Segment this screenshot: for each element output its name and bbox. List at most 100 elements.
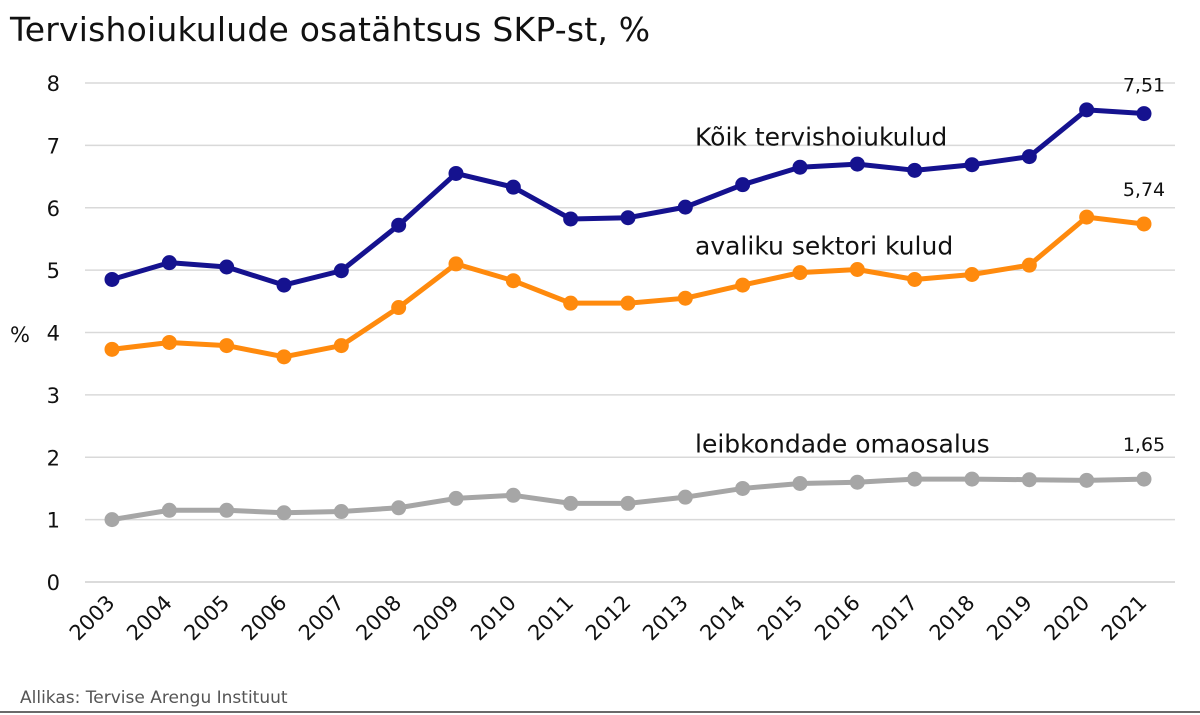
x-tick-label: 2008 bbox=[351, 591, 406, 646]
data-point bbox=[907, 162, 923, 178]
data-point bbox=[391, 500, 407, 516]
data-point bbox=[505, 273, 521, 289]
series-line-2 bbox=[109, 214, 1147, 360]
x-tick-label: 2007 bbox=[294, 591, 349, 646]
series-labels: Kõik tervishoiukulud avaliku sektori kulu… bbox=[695, 75, 1165, 459]
data-point bbox=[792, 475, 808, 491]
data-point bbox=[964, 471, 980, 487]
data-point bbox=[219, 502, 235, 518]
end-value-label: 5,74 bbox=[1123, 179, 1165, 201]
y-tick-label: 0 bbox=[47, 571, 60, 595]
data-point bbox=[391, 217, 407, 233]
data-point bbox=[219, 338, 235, 354]
data-point bbox=[735, 177, 751, 193]
x-tick-label: 2018 bbox=[925, 591, 980, 646]
x-tick-label: 2016 bbox=[810, 591, 865, 646]
data-point bbox=[1136, 216, 1152, 232]
data-point bbox=[792, 265, 808, 281]
data-point bbox=[333, 504, 349, 520]
y-tick-label: 5 bbox=[47, 259, 60, 283]
data-point bbox=[1136, 106, 1152, 122]
data-point bbox=[276, 505, 292, 521]
x-tick-label: 2004 bbox=[122, 591, 177, 646]
x-tick-label: 2015 bbox=[753, 591, 808, 646]
data-point bbox=[161, 502, 177, 518]
y-axis-label: % bbox=[10, 323, 30, 347]
y-tick-label: 8 bbox=[47, 72, 60, 96]
data-point bbox=[563, 495, 579, 511]
data-point bbox=[735, 277, 751, 293]
x-tick-label: 2011 bbox=[523, 591, 578, 646]
data-point bbox=[677, 199, 693, 215]
data-point bbox=[964, 157, 980, 173]
y-tick-label: 6 bbox=[47, 197, 60, 221]
x-tick-label: 2012 bbox=[581, 591, 636, 646]
data-point bbox=[505, 487, 521, 503]
data-point bbox=[104, 341, 120, 357]
data-point bbox=[964, 266, 980, 282]
gridlines bbox=[85, 82, 1175, 521]
series-name-label: Kõik tervishoiukulud bbox=[695, 122, 947, 151]
series-name-label: leibkondade omaosalus bbox=[695, 429, 990, 458]
data-point bbox=[620, 295, 636, 311]
data-point bbox=[333, 338, 349, 354]
x-tick-label: 2005 bbox=[179, 591, 234, 646]
end-value-label: 7,51 bbox=[1123, 75, 1165, 97]
bottom-divider bbox=[0, 711, 1200, 713]
data-point bbox=[677, 290, 693, 306]
y-tick-label: 7 bbox=[47, 134, 60, 158]
data-point bbox=[448, 256, 464, 272]
data-point bbox=[677, 489, 693, 505]
data-point bbox=[448, 165, 464, 181]
data-point bbox=[219, 259, 235, 275]
x-tick-label: 2014 bbox=[695, 591, 750, 646]
data-point bbox=[620, 210, 636, 226]
x-tick-label: 2010 bbox=[466, 591, 521, 646]
y-tick-label: 3 bbox=[47, 384, 60, 408]
x-tick-label: 2006 bbox=[237, 591, 292, 646]
x-tick-label: 2013 bbox=[638, 591, 693, 646]
x-tick-label: 2019 bbox=[982, 591, 1037, 646]
source-note: Allikas: Tervise Arengu Instituut bbox=[20, 688, 288, 708]
x-tick-label: 2003 bbox=[65, 591, 120, 646]
data-point bbox=[620, 495, 636, 511]
data-point bbox=[161, 334, 177, 350]
data-point bbox=[563, 295, 579, 311]
data-point bbox=[792, 159, 808, 175]
data-point bbox=[1079, 209, 1095, 225]
data-point bbox=[104, 512, 120, 528]
data-point bbox=[1136, 471, 1152, 487]
data-point bbox=[505, 179, 521, 195]
data-point bbox=[104, 271, 120, 287]
data-point bbox=[1021, 257, 1037, 273]
data-point bbox=[1021, 472, 1037, 488]
data-point bbox=[276, 277, 292, 293]
data-point bbox=[849, 156, 865, 172]
series-group bbox=[104, 102, 1152, 528]
series-line-1 bbox=[109, 107, 1147, 288]
data-point bbox=[276, 349, 292, 365]
data-point bbox=[391, 300, 407, 316]
x-tick-label: 2021 bbox=[1097, 591, 1152, 646]
data-point bbox=[849, 474, 865, 490]
y-tick-label: 1 bbox=[47, 509, 60, 533]
data-point bbox=[448, 490, 464, 506]
x-tick-label: 2017 bbox=[867, 591, 922, 646]
chart-title: Tervishoiukulude osatähtsus SKP-st, % bbox=[10, 10, 651, 49]
data-point bbox=[563, 211, 579, 227]
x-tick-label: 2020 bbox=[1039, 591, 1094, 646]
y-tick-label: 2 bbox=[47, 446, 60, 470]
x-tick-label: 2009 bbox=[409, 591, 464, 646]
data-point bbox=[735, 480, 751, 496]
data-point bbox=[1079, 472, 1095, 488]
data-point bbox=[849, 262, 865, 278]
data-point bbox=[333, 263, 349, 279]
y-tick-label: 4 bbox=[47, 322, 60, 346]
end-value-label: 1,65 bbox=[1123, 434, 1165, 456]
data-point bbox=[907, 471, 923, 487]
data-point bbox=[1021, 149, 1037, 165]
data-point bbox=[161, 255, 177, 271]
data-point bbox=[1079, 102, 1095, 118]
series-name-label: avaliku sektori kulud bbox=[695, 232, 953, 261]
